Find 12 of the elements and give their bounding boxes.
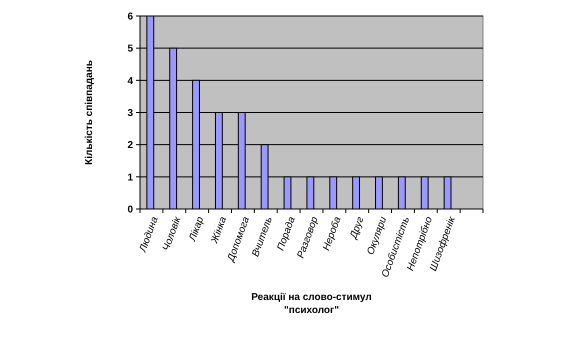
y-tick-label: 5 [127, 44, 134, 55]
y-tick-label: 0 [127, 204, 134, 216]
y-tick-label: 6 [127, 12, 134, 22]
x-axis-title: Реакції на слово-стимул "психолог" [251, 292, 372, 316]
x-tick-label: Друг [348, 215, 366, 242]
y-tick-label: 4 [127, 76, 134, 87]
y-tick-label: 3 [127, 108, 134, 119]
x-tick-label: Лікар [187, 215, 206, 244]
y-axis-title: Кількість співпадань [84, 60, 95, 165]
x-tick-label: Жінка [209, 215, 230, 246]
y-tick-label: 1 [127, 172, 134, 184]
y-tick-label: 2 [127, 140, 134, 152]
